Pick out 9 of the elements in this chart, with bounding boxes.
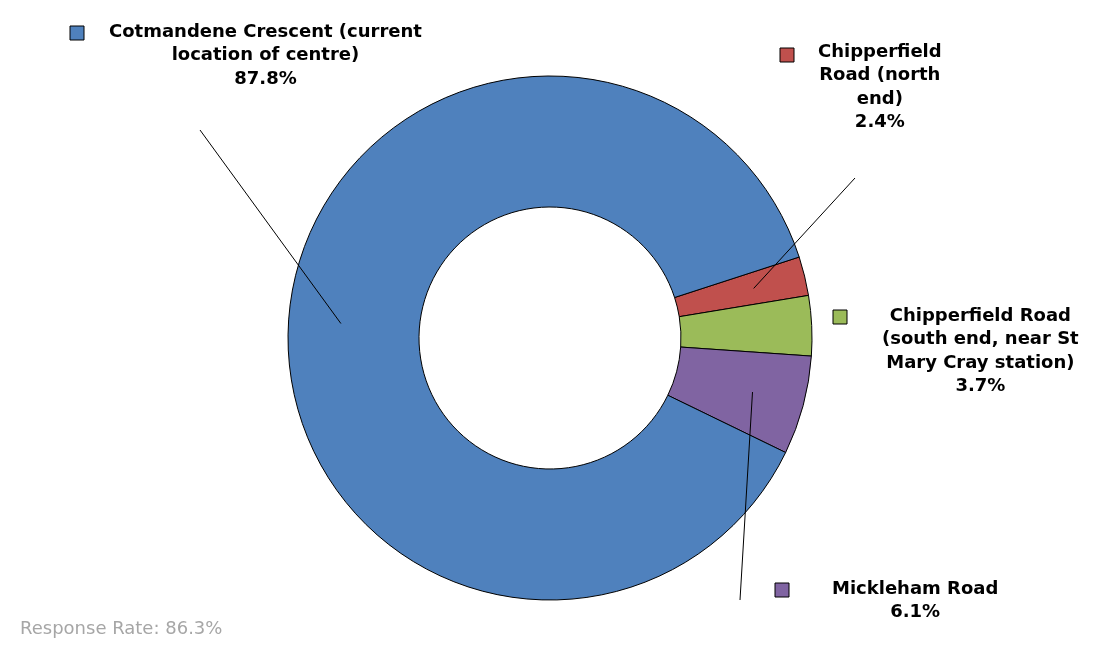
legend-label: Mickleham Road [832,577,999,598]
legend-label: Cotmandene Crescent (current location of centre) [109,20,423,65]
data-label: 87.8% [234,66,297,88]
data-label: 2.4% [854,110,905,132]
data-label: 3.7% [955,374,1006,396]
data-label: 6.1% [890,600,941,622]
text: Response Rate: 86.3% [20,617,223,638]
legend-label: Chipperfield Road (south end, near St Mary Cray station) [882,304,1080,372]
legend-label: Chipperfield Road (north end) [818,40,942,108]
